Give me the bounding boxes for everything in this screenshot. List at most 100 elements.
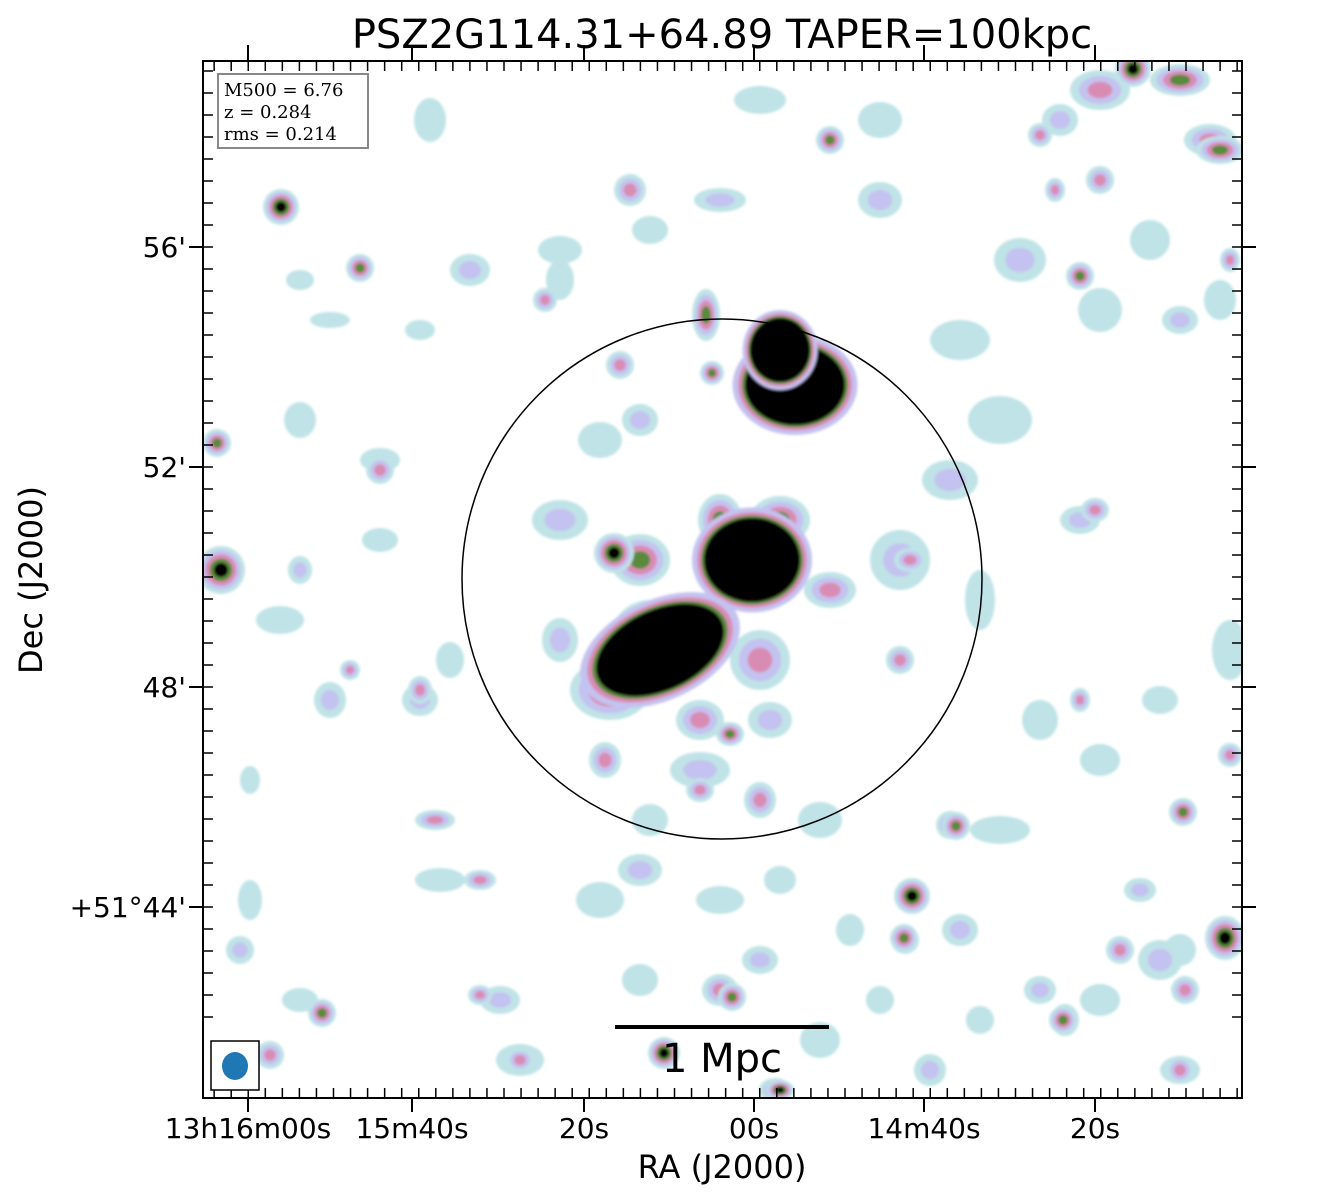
central-compact-source xyxy=(692,507,812,613)
emission-blob-12 xyxy=(282,988,318,1012)
x-axis-label: RA (J2000) xyxy=(638,1148,807,1186)
emission-blob-54-level-1 xyxy=(1005,247,1035,273)
x-tick-label-5: 20s xyxy=(1070,1112,1120,1145)
emission-blob-200-level-2 xyxy=(690,711,710,729)
emission-blob-131-level-2 xyxy=(1075,695,1085,705)
emission-blob-24 xyxy=(930,320,990,360)
emission-blob-78-level-1 xyxy=(1131,883,1149,897)
r500-circle xyxy=(461,318,983,840)
beam-ellipse xyxy=(222,1052,248,1080)
axes: 13h16m00s 15m40s 20s 00s 14m40s 20s RA (J2000)… xyxy=(12,45,1256,1186)
emission-blob-94-level-1 xyxy=(488,992,512,1008)
emission-blob-21 xyxy=(1080,744,1120,776)
emission-blob-255-level-3 xyxy=(899,933,909,943)
emission-blob-13 xyxy=(576,882,624,918)
emission-blob-10 xyxy=(238,880,262,920)
emission-blob-140-level-2 xyxy=(903,555,917,565)
info-redshift: z = 0.284 xyxy=(224,102,312,123)
emission-blob-271-level-3 xyxy=(1169,74,1191,86)
emission-blob-113-level-2 xyxy=(1050,185,1060,195)
emission-blob-92-level-1 xyxy=(232,942,248,958)
emission-blob-52-level-1 xyxy=(1049,111,1071,129)
north-source-lobe xyxy=(742,310,818,390)
emission-blob-80-level-1 xyxy=(1147,948,1173,972)
y-tick-label-3: +51°44' xyxy=(70,891,186,924)
emission-blob-301-level-4 xyxy=(213,562,229,578)
emission-blob-41 xyxy=(800,1022,840,1058)
emission-blob-48-level-1 xyxy=(867,189,893,211)
y-tick-label-0: 56' xyxy=(143,231,186,264)
emission-blob-176-level-2 xyxy=(1179,984,1191,996)
emission-blob-267-level-3 xyxy=(1058,1015,1068,1025)
y-tick-label-1: 52' xyxy=(143,451,186,484)
emission-blob-84-level-1 xyxy=(749,952,771,968)
emission-blob-263-level-3 xyxy=(317,1008,327,1018)
emission-blob-15 xyxy=(764,866,796,894)
emission-blob-9 xyxy=(256,606,304,634)
y-axis-label: Dec (J2000) xyxy=(12,486,50,674)
emission-blob-98-level-1 xyxy=(921,1061,939,1079)
emission-blob-116-level-2 xyxy=(1094,174,1106,186)
emission-blob-110-level-2 xyxy=(1035,130,1045,140)
emission-blob-7 xyxy=(362,528,398,552)
emission-blob-31 xyxy=(538,236,582,264)
emission-blob-239-level-3 xyxy=(707,368,717,378)
emission-blob-119-level-2 xyxy=(1225,255,1235,265)
emission-blob-2 xyxy=(286,270,314,290)
emission-blob-58-level-1 xyxy=(934,468,966,492)
emission-blob-161-level-2 xyxy=(345,665,355,675)
central-extended-source xyxy=(580,592,740,708)
emission-blob-223-level-3 xyxy=(355,263,365,273)
emission-blob-32 xyxy=(632,216,668,244)
emission-blob-197-level-2 xyxy=(747,647,773,673)
emission-blob-215-level-2 xyxy=(475,990,485,1000)
central-extended-source-level-3 xyxy=(596,603,724,697)
emission-blob-50-level-1 xyxy=(705,193,735,207)
emission-blob-56-level-1 xyxy=(1169,312,1191,328)
emission-blob-20 xyxy=(965,570,995,630)
scale-bar-label: 1 Mpc xyxy=(662,1036,782,1082)
emission-blob-38 xyxy=(1080,984,1120,1016)
emission-blob-321-level-4 xyxy=(1127,63,1139,75)
emission-blob-125-level-2 xyxy=(1089,505,1101,515)
emission-blob-22 xyxy=(1142,686,1178,714)
emission-blob-74-level-1 xyxy=(627,861,653,879)
emission-blob-39 xyxy=(966,1006,994,1034)
plot-frame xyxy=(202,60,1243,1099)
emission-blob-101-level-2 xyxy=(623,183,637,197)
emission-blob-42 xyxy=(866,986,894,1014)
emission-blob-6 xyxy=(578,422,622,458)
emission-blob-70-level-1 xyxy=(683,759,717,781)
emission-blob-11 xyxy=(415,868,465,892)
chart-title: PSZ2G114.31+64.89 TAPER=100kpc xyxy=(352,12,1092,58)
emission-blob-251-level-3 xyxy=(951,821,961,831)
emission-blob-72-level-1 xyxy=(757,709,783,731)
emission-blob-107-level-2 xyxy=(614,359,626,371)
x-tick-label-1: 15m40s xyxy=(355,1112,468,1145)
north-source-lobe-level-3 xyxy=(750,318,810,382)
emission-blob-243-level-3 xyxy=(725,729,735,739)
emission-blob-33 xyxy=(414,98,446,142)
emission-blob-134-level-2 xyxy=(819,582,841,598)
emission-blob-227-level-3 xyxy=(1075,271,1085,281)
emission-blob-14 xyxy=(622,964,658,996)
emission-blob-82-level-1 xyxy=(1031,982,1049,998)
emission-blob-247-level-3 xyxy=(1178,807,1188,817)
emission-blob-231-level-3 xyxy=(212,438,222,448)
emission-blob-46-level-1 xyxy=(458,261,482,279)
emission-blob-209-level-2 xyxy=(1087,81,1113,99)
info-mass: M500 = 6.76 xyxy=(224,80,343,101)
central-compact-source-level-3 xyxy=(704,518,800,602)
emission-blob-149-level-2 xyxy=(598,752,612,768)
emission-blob-128-level-2 xyxy=(1225,750,1235,760)
x-tick-label-4: 14m40s xyxy=(867,1112,980,1145)
emission-blob-158-level-2 xyxy=(473,875,487,885)
emission-blob-68-level-1 xyxy=(549,627,571,653)
emission-blob-34 xyxy=(284,402,316,438)
emission-blob-182-level-2 xyxy=(264,1049,276,1061)
emission-blob-311-level-4 xyxy=(906,890,918,902)
emission-blob-18 xyxy=(970,816,1030,844)
emission-blob-316-level-4 xyxy=(1219,931,1231,945)
emission-blob-235-level-3 xyxy=(701,306,711,324)
